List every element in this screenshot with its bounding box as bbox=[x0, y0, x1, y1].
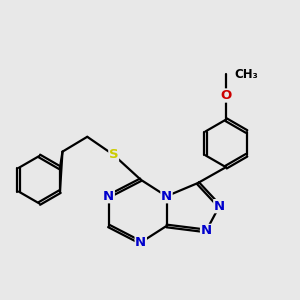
Text: N: N bbox=[214, 200, 225, 213]
Text: CH₃: CH₃ bbox=[234, 68, 258, 80]
Text: N: N bbox=[103, 190, 114, 203]
Text: O: O bbox=[220, 89, 232, 102]
Text: S: S bbox=[109, 148, 118, 161]
Text: N: N bbox=[135, 236, 146, 249]
Text: N: N bbox=[201, 224, 212, 237]
Text: N: N bbox=[161, 190, 172, 203]
